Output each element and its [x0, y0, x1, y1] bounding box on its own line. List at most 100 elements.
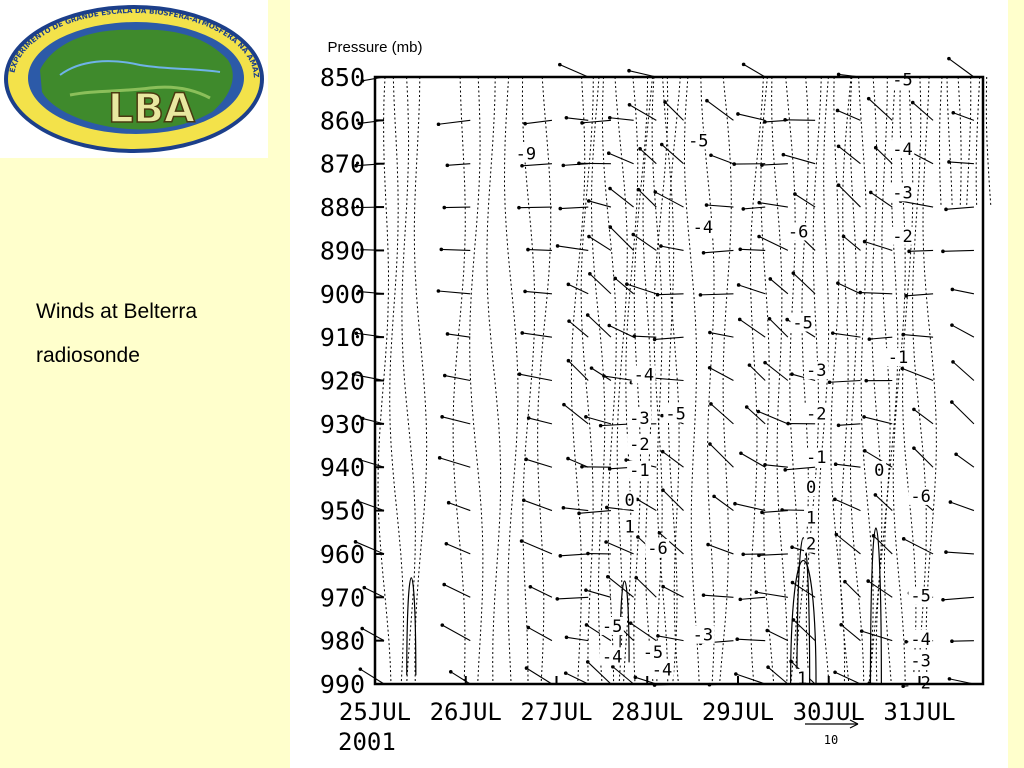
wind-vector-head: [738, 597, 743, 602]
wind-vector: [523, 499, 553, 512]
wind-vector-head: [951, 110, 956, 115]
wind-vector-head: [785, 317, 789, 322]
contour-label-bg: [908, 651, 933, 670]
wind-vector: [664, 101, 684, 121]
wind-vector: [735, 673, 766, 685]
wind-vector: [863, 416, 893, 425]
wind-vector: [945, 206, 974, 210]
wind-vector: [738, 284, 766, 295]
contour-label-bg: [599, 616, 624, 635]
wind-vector: [758, 236, 789, 251]
wind-vector: [609, 226, 635, 251]
wind-vector: [706, 100, 734, 121]
wind-vector: [700, 293, 734, 296]
wind-vector: [557, 596, 589, 600]
wind-vector-head: [633, 675, 638, 680]
wind-vector-head: [631, 232, 636, 237]
wind-vector: [844, 581, 861, 598]
wind-vector: [565, 672, 589, 685]
wind-vector-head: [353, 540, 358, 544]
y-tick-label: 980: [320, 627, 365, 656]
wind-vector-head: [567, 319, 571, 323]
wind-vector-head: [625, 282, 629, 286]
y-tick-label: 950: [320, 497, 365, 526]
wind-vector-head: [732, 162, 737, 166]
wind-vector-head: [708, 330, 712, 335]
contour-label-bg: [622, 491, 637, 510]
wind-vector-head: [360, 626, 365, 631]
wind-vector-head: [588, 272, 592, 276]
wind-vector-head: [947, 677, 952, 681]
contour-line: [469, 76, 484, 685]
wind-vector-head: [739, 451, 743, 456]
wind-vector-head: [950, 400, 954, 404]
contour-label: 0: [806, 478, 816, 498]
wind-vector: [793, 619, 816, 642]
wind-vector: [361, 628, 385, 642]
y-tick-label: 920: [320, 367, 365, 396]
contour-label-bg: [627, 460, 652, 479]
wind-vector: [791, 373, 816, 382]
wind-vector: [743, 206, 766, 210]
wind-vector: [767, 666, 789, 685]
wind-vector-head: [523, 289, 527, 294]
wind-vector: [528, 417, 553, 425]
wind-vector-head: [357, 121, 362, 126]
contour-line: [946, 76, 953, 208]
wind-vector: [832, 332, 861, 338]
wind-vector-head: [605, 505, 609, 510]
contour-label: -4: [634, 366, 654, 386]
wind-vector: [945, 551, 974, 555]
wind-vector-head: [836, 281, 840, 285]
wind-vector: [792, 272, 816, 295]
wind-vector: [450, 671, 471, 685]
wind-vector-head: [941, 249, 945, 254]
wind-vector-head: [912, 407, 916, 412]
wind-vector-head: [793, 192, 797, 196]
wind-vector-head: [360, 416, 365, 421]
wind-vector: [734, 503, 766, 512]
wind-vector: [875, 494, 893, 511]
wind-vector: [527, 249, 552, 251]
wind-vector: [756, 591, 788, 598]
wind-vector: [864, 241, 893, 251]
contour-label-bg: [794, 669, 809, 687]
wind-vector-head: [562, 402, 566, 407]
wind-vector: [563, 404, 589, 425]
contour-line: [892, 76, 906, 685]
wind-vector-head: [866, 96, 871, 101]
wind-vector-head: [910, 100, 915, 105]
wind-vector: [709, 332, 734, 338]
wind-vector: [870, 191, 893, 208]
wind-vector-head: [941, 598, 945, 602]
wind-vector: [657, 293, 684, 296]
wind-vector: [528, 627, 553, 642]
wind-vector-head: [555, 597, 560, 601]
wind-vector: [443, 584, 471, 598]
wind-vector: [834, 671, 861, 685]
contour-line: [830, 76, 846, 685]
contour-label-bg: [804, 534, 819, 553]
wind-vector: [639, 148, 657, 165]
wind-vector-head: [904, 639, 908, 644]
wind-vector-head: [950, 639, 954, 644]
wind-vector-head: [437, 456, 442, 460]
wind-vectors: [351, 56, 975, 689]
wind-vector-head: [783, 468, 788, 472]
wind-vector-head: [561, 163, 566, 168]
x-tick-label: 29JUL: [702, 698, 774, 726]
wind-vector: [614, 277, 634, 295]
wind-vector-head: [901, 537, 906, 541]
contour-line: [684, 76, 700, 685]
wind-vector: [355, 541, 385, 555]
wind-vector-head: [586, 199, 591, 203]
contour-label-bg: [804, 478, 819, 497]
wind-vector-head: [833, 497, 837, 502]
wind-vector: [609, 117, 634, 121]
wind-vector: [637, 498, 657, 512]
wind-vector-head: [757, 234, 761, 239]
wind-vector: [526, 667, 553, 685]
wind-vector: [559, 64, 589, 78]
wind-vector: [608, 152, 634, 165]
wind-vector: [864, 450, 893, 468]
